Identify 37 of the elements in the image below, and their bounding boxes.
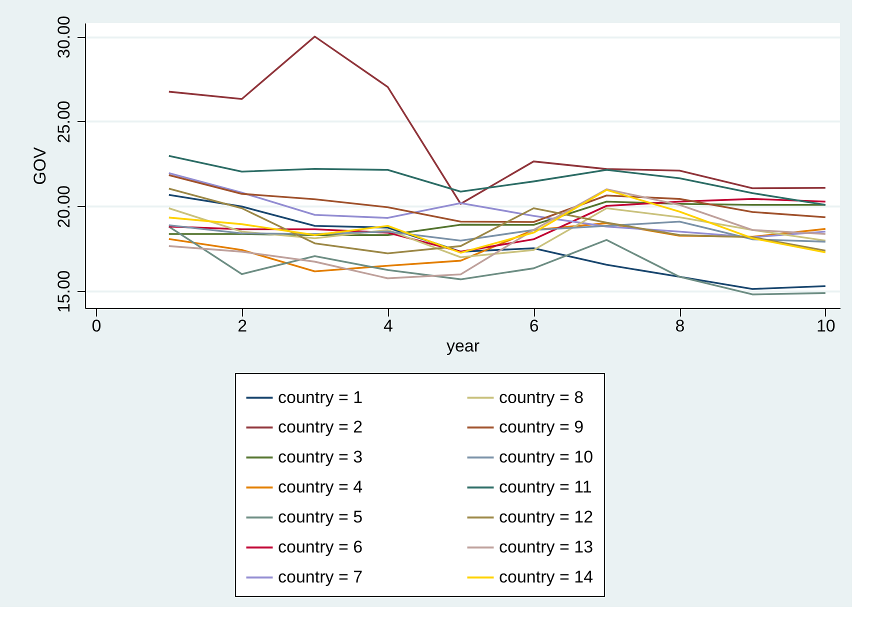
legend-label: country = 3	[278, 448, 363, 466]
x-axis-title: year	[446, 336, 480, 356]
legend-label: country = 11	[499, 478, 592, 496]
line-series	[168, 220, 826, 243]
legend-label: country = 9	[499, 418, 584, 436]
legend-label: country = 14	[499, 568, 594, 586]
line-series	[168, 207, 826, 258]
legend-label: country = 1	[278, 388, 363, 407]
legend-label: country = 8	[499, 388, 584, 407]
line-series	[168, 226, 826, 296]
line-series	[168, 198, 826, 253]
legend-label: country = 4	[278, 478, 363, 496]
y-axis-title: GOV	[30, 146, 50, 185]
x-tick-label: 6	[529, 316, 539, 336]
line-series	[168, 154, 826, 206]
legend-label: country = 12	[499, 508, 594, 526]
legend-label: country = 13	[499, 538, 594, 556]
line-series	[168, 174, 826, 223]
line-series	[168, 194, 826, 290]
y-tick-label: 20.00	[54, 185, 74, 228]
x-tick-label: 2	[238, 316, 248, 336]
line-series	[168, 172, 826, 238]
legend-label: country = 6	[278, 538, 363, 556]
y-tick-label: 30.00	[54, 16, 74, 58]
line-series	[168, 36, 826, 205]
legend-label: country = 7	[278, 568, 363, 586]
y-tick-label: 25.00	[54, 100, 74, 144]
line-series	[168, 188, 826, 280]
legend-label: country = 5	[278, 508, 363, 526]
x-tick-label: 8	[675, 316, 685, 336]
line-series	[168, 200, 826, 236]
legend-label: country = 2	[278, 418, 363, 436]
x-tick-label: 0	[92, 316, 102, 336]
y-tick-label: 15.00	[54, 270, 74, 313]
x-tick-label: 4	[383, 316, 393, 336]
legend-label: country = 10	[499, 448, 594, 466]
x-tick-label: 10	[816, 316, 836, 336]
